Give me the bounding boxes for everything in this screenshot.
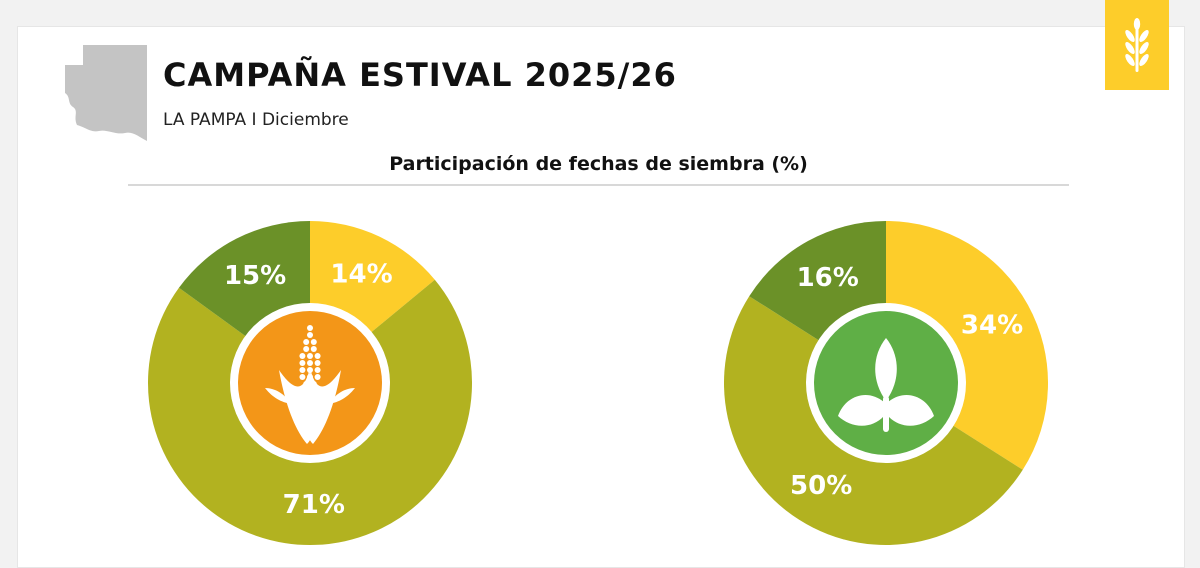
slice-label: 34% bbox=[961, 311, 1023, 341]
chart-title: Participación de fechas de siembra (%) bbox=[389, 153, 808, 175]
slice-label: 71% bbox=[283, 490, 345, 520]
slice-label: 15% bbox=[224, 261, 286, 291]
sprout-icon bbox=[838, 338, 934, 432]
corn-icon bbox=[265, 325, 355, 444]
page-title: CAMPAÑA ESTIVAL 2025/26 bbox=[163, 56, 677, 94]
slice-label: 16% bbox=[797, 263, 859, 293]
corn-badge bbox=[230, 303, 390, 463]
wheat-icon bbox=[1125, 18, 1149, 72]
title-divider bbox=[128, 184, 1069, 186]
page-subtitle: LA PAMPA I Diciembre bbox=[163, 110, 349, 130]
sprout-badge bbox=[806, 303, 966, 463]
slice-label: 50% bbox=[790, 471, 852, 501]
pie-chart-corn: 14% 71% 15% bbox=[148, 221, 472, 545]
wheat-badge bbox=[1105, 0, 1169, 90]
la-pampa-map-icon bbox=[65, 45, 147, 141]
pie-chart-sprout: 34% 50% 16% bbox=[724, 221, 1048, 545]
slice-label: 14% bbox=[330, 260, 392, 290]
